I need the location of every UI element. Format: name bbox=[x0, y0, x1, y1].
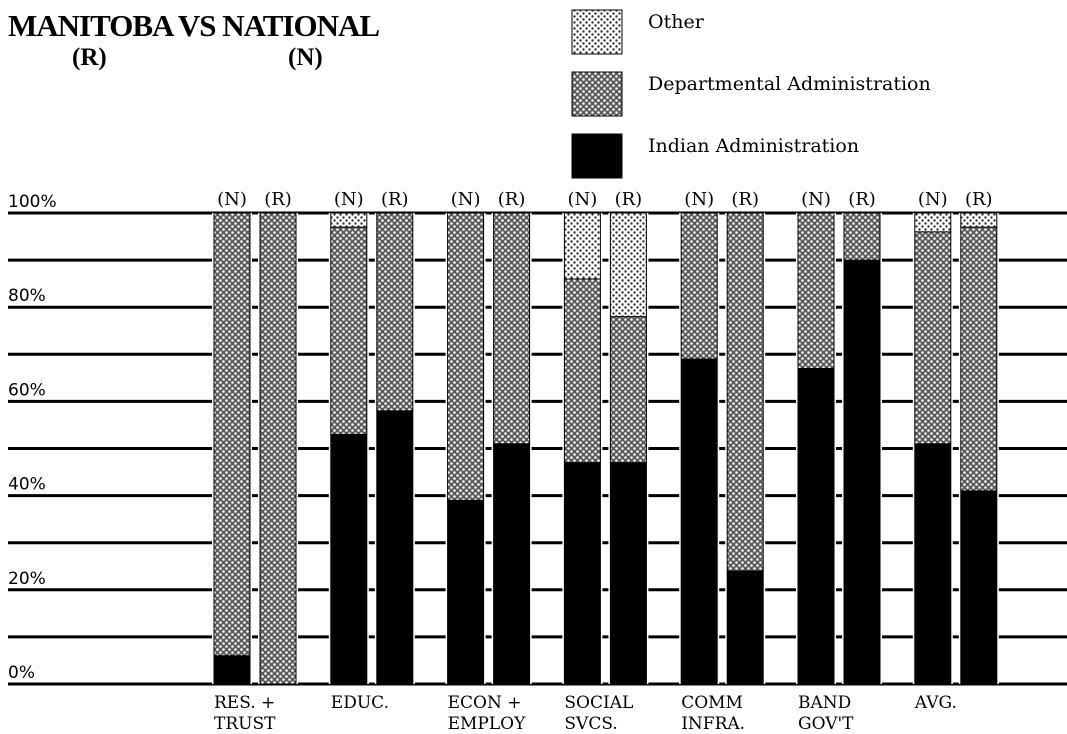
bar-segment bbox=[563, 278, 601, 464]
category-label-line2: INFRA. bbox=[681, 714, 745, 734]
bar-segment bbox=[563, 212, 601, 280]
bar-segment bbox=[213, 212, 251, 657]
bar-segment bbox=[563, 462, 601, 685]
category-label-line2: TRUST bbox=[214, 714, 276, 734]
bar-segment bbox=[797, 212, 835, 369]
bar-label: (R) bbox=[498, 189, 526, 210]
bar-label: (N) bbox=[568, 189, 598, 210]
legend-swatch bbox=[571, 71, 623, 117]
bar-label: (N) bbox=[801, 189, 831, 210]
bar-label: (N) bbox=[451, 189, 481, 210]
bar-segment bbox=[960, 490, 998, 685]
bar-label: (N) bbox=[217, 189, 247, 210]
bar-label: (R) bbox=[731, 189, 759, 210]
y-tick-label: 80% bbox=[8, 286, 46, 306]
bar-label: (R) bbox=[848, 189, 876, 210]
y-tick-label: 40% bbox=[8, 475, 46, 495]
y-tick-label: 20% bbox=[8, 569, 46, 589]
chart-title: MANITOBA VS NATIONAL bbox=[8, 8, 380, 43]
legend-label: Other bbox=[648, 11, 705, 33]
bar-label: (N) bbox=[684, 189, 714, 210]
bar-segment bbox=[843, 212, 881, 261]
bar-segment bbox=[843, 259, 881, 685]
bar-segment bbox=[726, 570, 764, 685]
legend-swatch bbox=[571, 133, 623, 179]
bar-segment bbox=[726, 212, 764, 572]
category-label: AVG. bbox=[914, 693, 957, 713]
y-tick-label: 60% bbox=[8, 380, 46, 400]
y-tick-label: 100% bbox=[8, 192, 57, 212]
bar-segment bbox=[376, 410, 414, 685]
legend-swatch bbox=[571, 9, 623, 55]
bar-segment bbox=[609, 316, 647, 464]
bar-segment bbox=[447, 212, 485, 501]
bar-segment bbox=[213, 655, 251, 685]
legend: Other Departmental Administration Indian A… bbox=[571, 9, 931, 179]
bar-groups: (N) (R) (N) (R) (N) (R) (N) (R) (N) (R) (N) (R) (N) (… bbox=[212, 189, 999, 685]
bar-label: (N) bbox=[918, 189, 948, 210]
category-label-line2: GOV'T bbox=[798, 714, 854, 734]
title-label-r: (R) bbox=[72, 44, 107, 71]
bar-label: (R) bbox=[264, 189, 292, 210]
bar-segment bbox=[330, 212, 368, 228]
bar-segment bbox=[960, 226, 998, 492]
grid-lines bbox=[8, 211, 1067, 686]
bar-segment bbox=[493, 443, 531, 685]
legend-label: Indian Administration bbox=[648, 135, 859, 157]
legend-label: Departmental Administration bbox=[648, 73, 931, 95]
bar-segment bbox=[330, 433, 368, 685]
bar-segment bbox=[914, 212, 952, 233]
bar-label: (R) bbox=[381, 189, 409, 210]
bar-segment bbox=[797, 367, 835, 685]
category-label: BAND bbox=[798, 693, 851, 713]
category-label: RES. + bbox=[214, 693, 275, 713]
bar-segment bbox=[680, 358, 718, 685]
title-label-n: (N) bbox=[288, 44, 323, 71]
category-label-line2: EMPLOY bbox=[448, 714, 526, 734]
category-label: SOCIAL bbox=[564, 693, 633, 713]
category-label: ECON + bbox=[448, 693, 522, 713]
bar-segment bbox=[914, 231, 952, 445]
bar-segment bbox=[609, 212, 647, 318]
bar-segment bbox=[376, 212, 414, 412]
y-tick-label: 0% bbox=[8, 663, 35, 683]
bar-label: (N) bbox=[334, 189, 364, 210]
bar-segment bbox=[680, 212, 718, 360]
bar-label: (R) bbox=[615, 189, 643, 210]
bar-label: (R) bbox=[965, 189, 993, 210]
bar-segment bbox=[259, 212, 297, 685]
bar-segment bbox=[960, 212, 998, 228]
y-axis-ticks: 0% 20% 40% 60% 80% 100% bbox=[8, 192, 57, 683]
category-label: COMM bbox=[681, 693, 743, 713]
bar-segment bbox=[447, 499, 485, 685]
bar-segment bbox=[493, 212, 531, 445]
category-label: EDUC. bbox=[331, 693, 389, 713]
bar-segment bbox=[330, 226, 368, 435]
category-label-line2: SVCS. bbox=[564, 714, 617, 734]
bar-segment bbox=[609, 462, 647, 685]
bar-segment bbox=[914, 443, 952, 685]
